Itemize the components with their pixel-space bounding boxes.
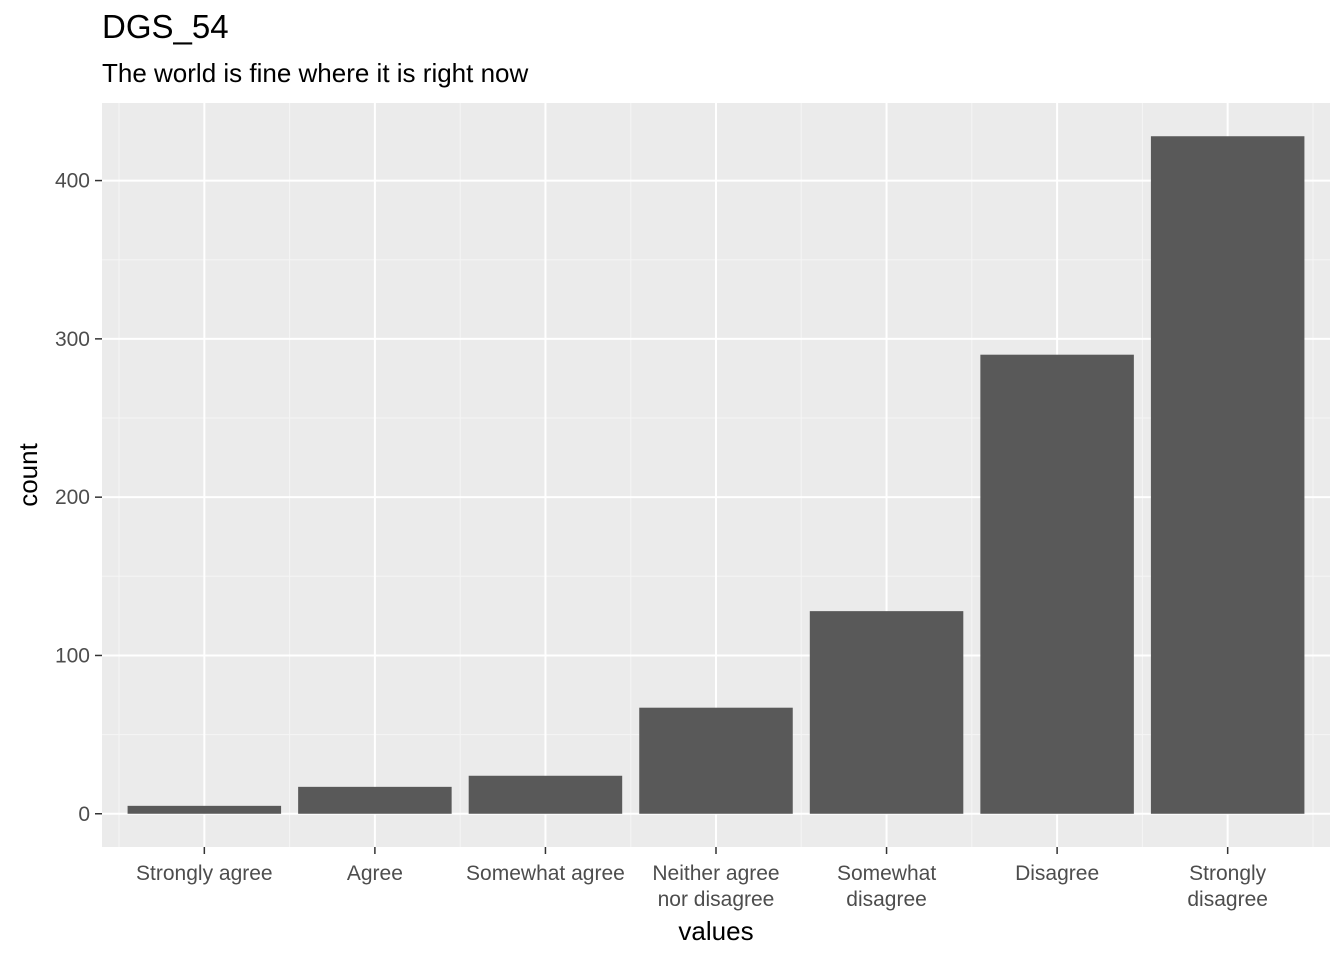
x-tick-label: Strongly agree [136,862,273,885]
x-tick-label: Disagree [1015,862,1099,885]
bar [298,786,452,814]
y-tick-label: 300 [55,328,90,351]
y-axis-title: count [13,442,43,506]
x-axis-title: values [678,916,753,946]
bar [809,611,964,814]
bar [639,707,793,814]
y-tick-label: 400 [55,170,90,193]
y-tick-label: 200 [55,486,90,509]
bar [1150,136,1305,814]
x-tick-label: disagree [1187,888,1268,911]
y-tick-label: 0 [78,803,90,826]
bar [127,805,282,814]
bar [980,354,1134,814]
x-tick-label: nor disagree [658,888,775,911]
x-tick-label: Agree [347,862,403,885]
x-tick-label: Strongly [1189,862,1267,885]
chart-title: DGS_54 [102,8,229,45]
chart-subtitle: The world is fine where it is right now [102,58,529,88]
x-tick-label: disagree [846,888,927,911]
y-tick-label: 100 [55,644,90,667]
bar [468,775,623,814]
x-tick-label: Somewhat agree [466,862,625,885]
x-tick-label: Somewhat [837,862,936,885]
x-tick-label: Neither agree [652,862,779,885]
